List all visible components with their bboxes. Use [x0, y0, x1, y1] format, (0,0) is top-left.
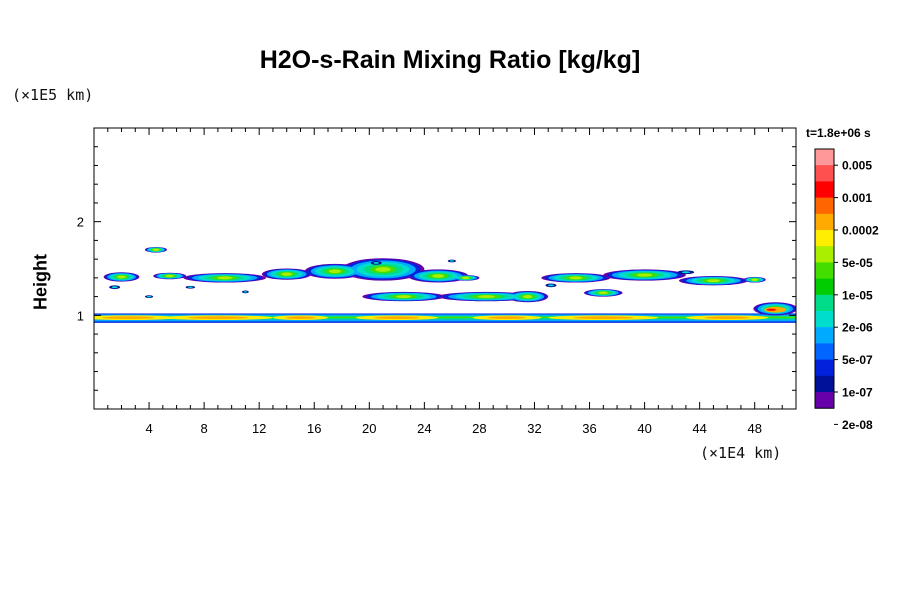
surface-layer-patch [187, 316, 249, 319]
colorbar-swatch [815, 246, 834, 263]
convective-cell-core [766, 308, 777, 311]
x-tick-label: 40 [637, 421, 651, 436]
rain-speck [548, 284, 554, 287]
rain-band-blob [522, 295, 533, 299]
surface-layer-patch [704, 316, 750, 319]
colorbar-swatch [815, 165, 834, 182]
y-tick-label: 1 [77, 308, 84, 323]
rain-band-blob [477, 295, 495, 299]
x-tick-label: 8 [201, 421, 208, 436]
colorbar-swatch [815, 311, 834, 328]
colorbar-swatch [815, 294, 834, 312]
rain-band-blob [117, 275, 126, 279]
colorbar-swatch [815, 213, 834, 231]
x-tick-label: 24 [417, 421, 431, 436]
surface-layer-patch [374, 316, 420, 319]
y-tick-label: 2 [77, 215, 84, 230]
colorbar-swatch [815, 359, 834, 377]
colorbar-swatch [815, 343, 834, 360]
x-tick-label: 20 [362, 421, 376, 436]
x-tick-label: 4 [145, 421, 152, 436]
surface-layer-patch [101, 316, 155, 319]
rain-speck [373, 261, 379, 264]
x-tick-label: 32 [527, 421, 541, 436]
x-tick-label: 48 [747, 421, 761, 436]
surface-layer-patch [488, 316, 526, 319]
rain-band-blob [706, 279, 721, 283]
colorbar-swatch [815, 327, 834, 344]
rain-band-blob [217, 276, 233, 280]
rain-speck [146, 295, 152, 298]
rain-speck [681, 271, 691, 274]
x-tick-label: 12 [252, 421, 266, 436]
heatmap-field [94, 246, 796, 323]
rain-band-blob [281, 272, 292, 276]
colorbar-swatch [815, 392, 834, 409]
colorbar-swatch [815, 230, 834, 247]
colorbar-swatch [815, 197, 834, 215]
rain-band-blob [328, 269, 341, 274]
colorbar-label: 2e-06 [842, 321, 873, 335]
rain-band-blob [569, 276, 583, 280]
surface-layer-patch [573, 316, 634, 319]
rain-band-blob [152, 248, 160, 251]
rain-band-blob [637, 273, 653, 277]
colorbar: 0.005 0.001 0.0002 5e-05 1e-05 2e-06 5e-07 1e-0… [806, 126, 879, 432]
colorbar-frame [814, 148, 835, 409]
rain-band-blob [598, 291, 608, 295]
rain-band-blob [461, 276, 470, 280]
x-tick-label: 16 [307, 421, 321, 436]
rain-band-blob [375, 267, 391, 272]
colorbar-swatch [815, 149, 834, 166]
colorbar-label: 1e-07 [842, 386, 873, 400]
x-tick-label: 28 [472, 421, 486, 436]
x-axis-unit: (×1E4 km) [700, 444, 782, 462]
colorbar-swatch [815, 375, 834, 393]
surface-layer-patch [285, 316, 316, 319]
colorbar-swatch [815, 181, 834, 198]
plot-frame [93, 127, 797, 410]
rain-band-blob [432, 274, 445, 278]
rain-speck [243, 291, 248, 293]
colorbar-label: 2e-08 [842, 418, 873, 432]
x-tick-label: 44 [692, 421, 706, 436]
rain-band-blob [751, 278, 759, 281]
colorbar-label: 1e-05 [842, 288, 873, 302]
colorbar-label: 0.005 [842, 159, 872, 173]
chart-title: H2O-s-Rain Mixing Ratio [kg/kg] [259, 46, 641, 74]
x-tick-label: 36 [582, 421, 596, 436]
colorbar-label: 5e-05 [842, 256, 873, 270]
rain-band-blob [165, 274, 174, 278]
colorbar-label: 5e-07 [842, 353, 873, 367]
colorbar-swatch [815, 278, 834, 296]
colorbar-swatch [815, 262, 834, 279]
time-label: t=1.8e+06 s [806, 126, 871, 140]
rain-speck [187, 286, 193, 288]
colorbar-label: 0.0002 [842, 224, 879, 238]
rain-speck [111, 286, 118, 289]
surface-layer-core [94, 316, 796, 319]
y-axis-unit: (×1E5 km) [12, 86, 94, 104]
colorbar-label: 0.001 [842, 191, 872, 205]
rain-speck [449, 260, 454, 262]
rain-band-blob [396, 295, 412, 299]
